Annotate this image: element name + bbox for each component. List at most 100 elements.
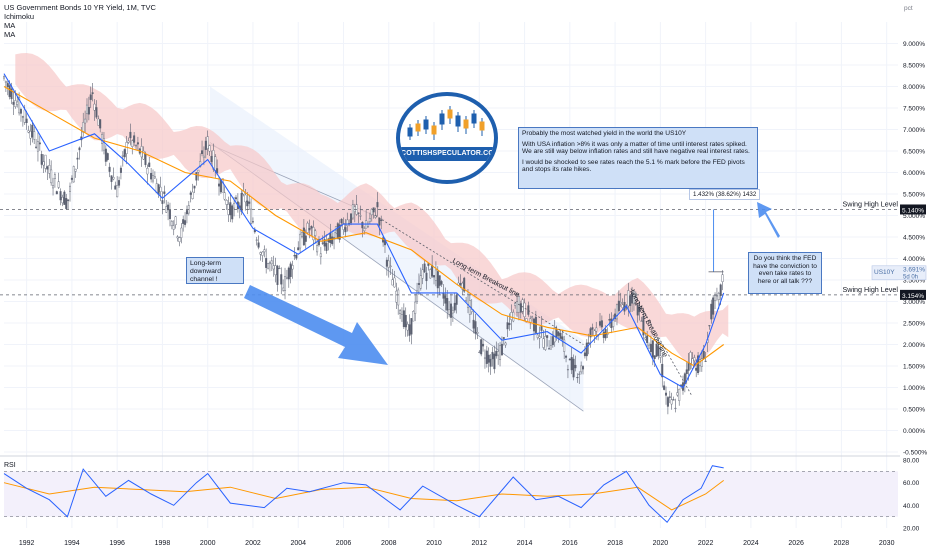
candle-body (233, 202, 236, 209)
candle-body (282, 287, 285, 291)
y-axis-unit: pct (904, 5, 913, 12)
rsi-pane: RSI 80.00 60.00 40.00 20.00 (3, 458, 920, 533)
candle-body (506, 322, 509, 330)
candle-body (487, 354, 490, 363)
candle-body (255, 239, 258, 241)
candle-body (646, 335, 649, 343)
candle-body (491, 351, 494, 360)
candle-body (687, 362, 690, 371)
candle-body (657, 346, 660, 356)
candle-body (402, 310, 405, 328)
current-countdown: 5d 0h (903, 274, 918, 280)
candle-body (595, 327, 598, 332)
indicator-ichimoku[interactable]: Ichimoku (4, 12, 35, 21)
candle-body (610, 318, 613, 329)
indicator-ma-1[interactable]: MA (4, 21, 16, 30)
candle-body (42, 161, 45, 166)
candle-body (695, 367, 698, 371)
y-tick-label: 8.500% (903, 63, 925, 70)
candle-body (636, 304, 639, 316)
candle-body (523, 302, 526, 318)
candle-body (29, 130, 32, 139)
question-note[interactable]: Do you think the FED have the conviction… (748, 252, 822, 294)
candle-body (161, 200, 164, 204)
candle-body (127, 140, 130, 143)
candle-body (184, 220, 187, 225)
candle-body (189, 192, 192, 195)
candle-body (416, 290, 419, 302)
y-tick-label: 5.500% (903, 192, 925, 199)
candle-body (459, 283, 462, 286)
candle-body (555, 329, 558, 338)
candle-body (270, 260, 273, 265)
candle-body (540, 325, 543, 331)
candle-body (287, 267, 290, 280)
channel-note[interactable]: Long-term downward channel ! (186, 257, 244, 284)
chart-title: US Government Bonds 10 YR Yield, 1M, TVC (4, 3, 156, 12)
candle-body (572, 358, 575, 378)
x-tick-label: 2014 (517, 540, 533, 547)
candle-body (700, 358, 703, 367)
candle-body (191, 191, 194, 200)
candle-body (40, 154, 43, 165)
x-tick-label: 2030 (879, 540, 895, 547)
candle-body (638, 306, 641, 313)
candle-body (104, 148, 107, 162)
analysis-note[interactable]: Probably the most watched yield in the w… (518, 127, 758, 189)
x-tick-label: 2022 (698, 540, 714, 547)
candle-body (297, 247, 300, 251)
note-paragraph-1: With USA inflation >8% it was only a mat… (522, 140, 750, 156)
x-tick-label: 1998 (155, 540, 171, 547)
candle-body (476, 332, 479, 334)
candle-body (251, 221, 254, 223)
rsi-tick-label: 60.00 (903, 480, 920, 487)
candle-body (221, 178, 224, 193)
x-tick-label: 1992 (19, 540, 35, 547)
candle-body (589, 328, 592, 338)
current-value: 3.691% (903, 266, 925, 273)
candle-body (125, 142, 128, 154)
candle-body (208, 145, 211, 152)
candle-body (485, 350, 488, 364)
x-tick-label: 2006 (336, 540, 352, 547)
candle-body (434, 269, 437, 281)
candle-body (666, 397, 669, 407)
candle-body (427, 263, 430, 266)
candle-body (329, 232, 332, 244)
candle-body (714, 295, 717, 301)
candle-body (672, 399, 675, 401)
candle-body (114, 185, 117, 190)
candle-body (508, 323, 511, 326)
candle-body (519, 303, 522, 313)
candle-body (182, 219, 185, 224)
candle-body (619, 302, 622, 305)
candle-body (510, 312, 513, 320)
candle-body (97, 118, 100, 126)
y-tick-label: 5.000% (903, 213, 925, 220)
candle-body (6, 83, 9, 87)
candle-body (99, 119, 102, 129)
candle-body (118, 180, 121, 186)
candle-body (250, 208, 253, 224)
x-tick-label: 2024 (743, 540, 759, 547)
candle-body (500, 343, 503, 356)
candle-body (350, 213, 353, 224)
candle-body (338, 224, 341, 240)
candle-body (308, 228, 311, 231)
candle-body (648, 344, 651, 349)
breakout-line-2 (630, 288, 693, 397)
candle-body (259, 252, 262, 255)
indicator-ma-2[interactable]: MA (4, 30, 16, 39)
candle-body (542, 338, 545, 348)
candle-body (693, 357, 696, 362)
y-tick-label: 7.500% (903, 106, 925, 113)
candle-body (446, 298, 449, 311)
candle-body (85, 104, 88, 114)
candle-body (70, 177, 73, 180)
candle-body (131, 140, 134, 147)
candle-body (708, 325, 711, 327)
candle-body (185, 210, 188, 215)
candle-body (408, 324, 411, 336)
candle-body (14, 100, 17, 107)
candle-body (640, 320, 643, 322)
